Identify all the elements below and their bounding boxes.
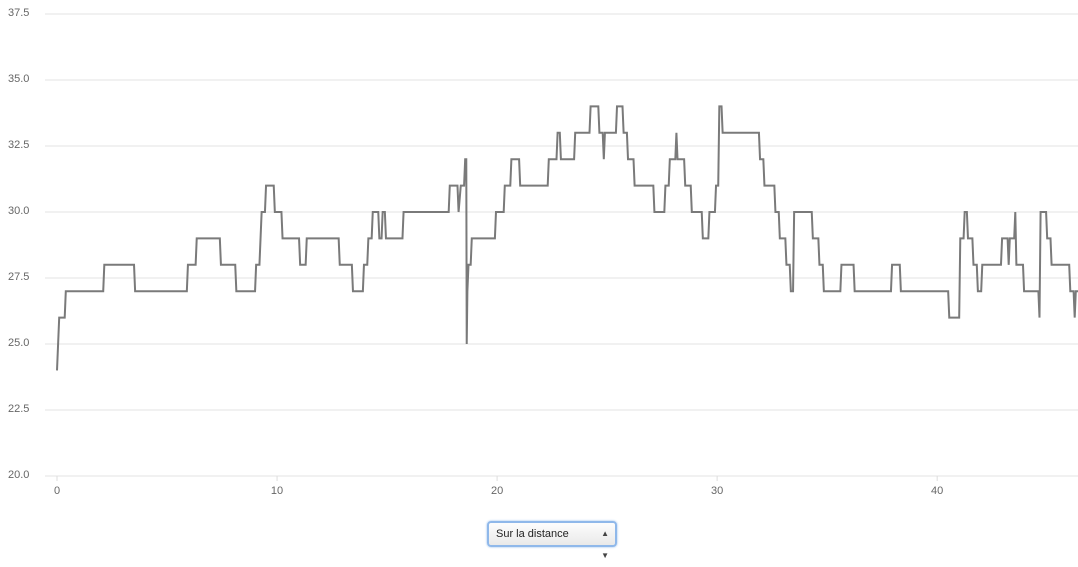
page: {"chart_data": {"type": "line", "color":… xyxy=(8,6,1078,560)
chart: 20.0 22.5 25.0 27.5 30.0 32.5 35.0 37.5 0 10 20 30 4… xyxy=(8,7,1078,497)
y-tick-label: 35.0 xyxy=(8,73,29,85)
x-tick-label: 40 xyxy=(931,485,943,497)
y-tick-label: 30.0 xyxy=(8,205,29,217)
data-line xyxy=(56,105,1078,371)
y-tick-label: 37.5 xyxy=(8,7,29,19)
y-tick-label: 27.5 xyxy=(8,271,29,283)
select-label: Sur la distance xyxy=(496,528,569,540)
distance-select[interactable]: Sur la distance ▲ ▼ xyxy=(487,521,617,560)
y-tick-label: 25.0 xyxy=(8,337,29,349)
x-tick-label: 10 xyxy=(271,485,283,497)
y-tick-label: 32.5 xyxy=(8,139,29,151)
x-tick-label: 0 xyxy=(54,485,60,497)
y-tick-label: 22.5 xyxy=(8,403,29,415)
y-tick-label: 20.0 xyxy=(8,469,29,481)
x-tick-label: 20 xyxy=(491,485,503,497)
x-tick-label: 30 xyxy=(711,485,723,497)
select-arrows: ▲ ▼ xyxy=(601,529,609,560)
